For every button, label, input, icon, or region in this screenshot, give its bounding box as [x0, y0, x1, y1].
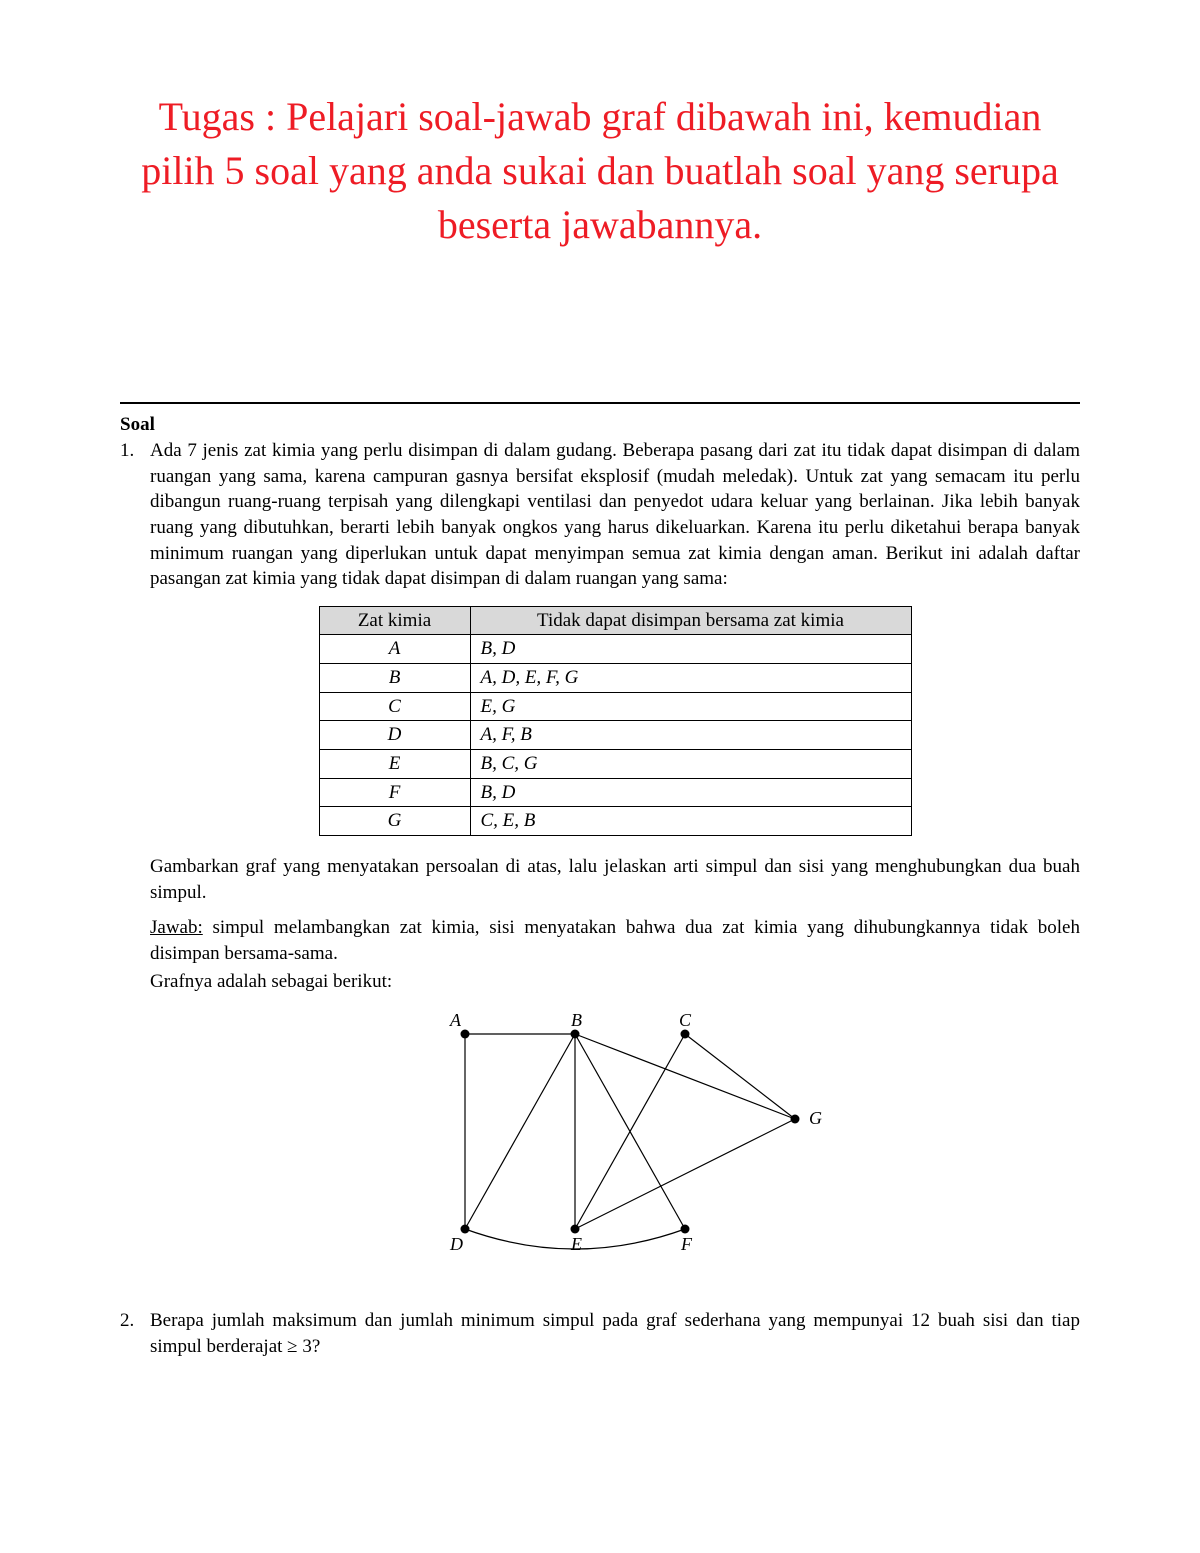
table-cell: A	[319, 635, 470, 664]
chemicals-table: Zat kimia Tidak dapat disimpan bersama z…	[319, 606, 912, 836]
table-row: DA, F, B	[319, 721, 911, 750]
answer-label: Jawab:	[150, 917, 203, 938]
answer-text: simpul melambangkan zat kimia, sisi meny…	[150, 917, 1080, 964]
document-page: Tugas : Pelajari soal-jawab graf dibawah…	[0, 0, 1200, 1553]
divider	[120, 402, 1080, 404]
question-text: Berapa jumlah maksimum dan jumlah minimu…	[150, 1308, 1080, 1359]
table-cell: B, C, G	[470, 750, 911, 779]
svg-text:B: B	[571, 1010, 582, 1030]
question-1: 1. Ada 7 jenis zat kimia yang perlu disi…	[120, 438, 1080, 1282]
table-cell: E	[319, 750, 470, 779]
table-cell: E, G	[470, 692, 911, 721]
svg-text:G: G	[809, 1108, 822, 1128]
table-cell: D	[319, 721, 470, 750]
table-cell: G	[319, 807, 470, 836]
table-row: GC, E, B	[319, 807, 911, 836]
table-row: FB, D	[319, 778, 911, 807]
table-row: CE, G	[319, 692, 911, 721]
table-cell: A, D, E, F, G	[470, 664, 911, 693]
graph-diagram: A B C G D E F	[395, 1004, 835, 1274]
table-cell: C, E, B	[470, 807, 911, 836]
table-cell: C	[319, 692, 470, 721]
answer-line: Grafnya adalah sebagai berikut:	[150, 969, 1080, 995]
question-2: 2. Berapa jumlah maksimum dan jumlah min…	[120, 1308, 1080, 1369]
table-cell: A, F, B	[470, 721, 911, 750]
table-cell: B	[319, 664, 470, 693]
table-row: AB, D	[319, 635, 911, 664]
question-number: 2.	[120, 1308, 150, 1369]
question-body: Ada 7 jenis zat kimia yang perlu disimpa…	[150, 438, 1080, 1282]
svg-text:C: C	[679, 1010, 692, 1030]
question-body: Berapa jumlah maksimum dan jumlah minimu…	[150, 1308, 1080, 1369]
table-body: AB, D BA, D, E, F, G CE, G DA, F, B EB, …	[319, 635, 911, 835]
svg-text:A: A	[449, 1010, 462, 1030]
table-header-row: Zat kimia Tidak dapat disimpan bersama z…	[319, 606, 911, 635]
table-header: Zat kimia	[319, 606, 470, 635]
table-row: BA, D, E, F, G	[319, 664, 911, 693]
table-header: Tidak dapat disimpan bersama zat kimia	[470, 606, 911, 635]
table-cell: F	[319, 778, 470, 807]
section-heading: Soal	[120, 414, 1080, 436]
table-cell: B, D	[470, 635, 911, 664]
page-title: Tugas : Pelajari soal-jawab graf dibawah…	[120, 90, 1080, 252]
table-row: EB, C, G	[319, 750, 911, 779]
question-number: 1.	[120, 438, 150, 1282]
answer-paragraph: Jawab: simpul melambangkan zat kimia, si…	[150, 915, 1080, 966]
svg-text:D: D	[449, 1234, 463, 1254]
question-text: Ada 7 jenis zat kimia yang perlu disimpa…	[150, 438, 1080, 592]
svg-text:F: F	[680, 1234, 693, 1254]
table-cell: B, D	[470, 778, 911, 807]
svg-text:E: E	[570, 1234, 582, 1254]
question-instruction: Gambarkan graf yang menyatakan persoalan…	[150, 854, 1080, 905]
